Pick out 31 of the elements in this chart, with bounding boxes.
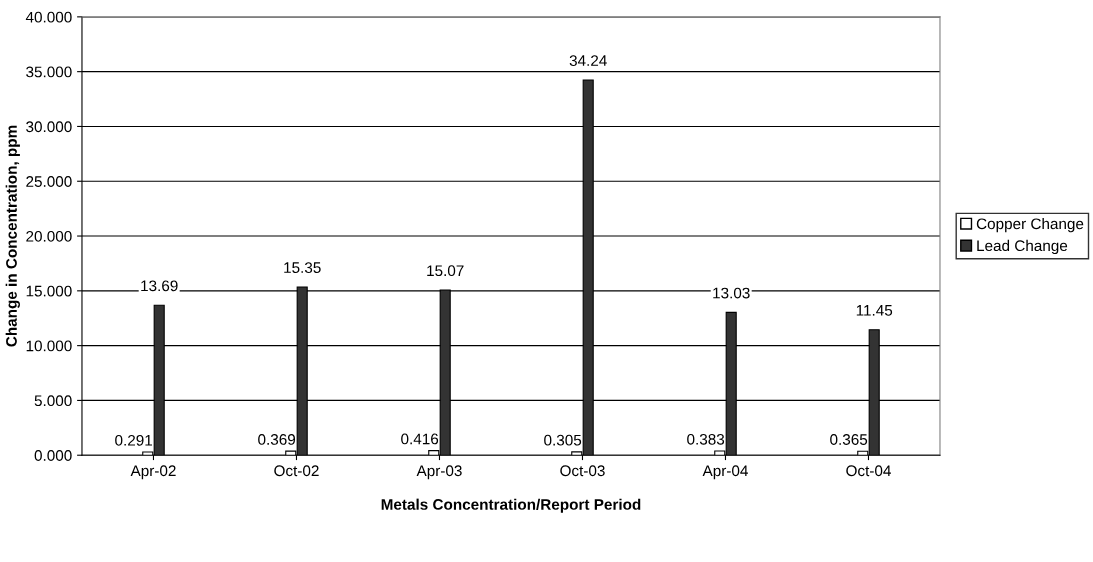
data-label: 15.35 [284, 262, 321, 274]
y-tick-label: 35.000 [26, 66, 72, 78]
x-tick-label: Apr-04 [702, 465, 748, 480]
data-label: 15.07 [427, 265, 464, 277]
x-tick-label: Apr-03 [416, 465, 462, 480]
y-tick-label: 10.000 [26, 340, 72, 352]
y-tick-label: 30.000 [26, 121, 72, 133]
data-label: 0.369 [258, 434, 296, 445]
y-axis-title: Change in Concentration, ppm [5, 125, 20, 347]
legend-label: Lead Change [977, 239, 1068, 255]
y-tick-label: 40.000 [25, 11, 72, 23]
data-label: 13.03 [713, 287, 750, 299]
x-tick-label: Oct-03 [560, 465, 605, 477]
legend-label: Copper Change [976, 217, 1084, 233]
x-axis-title: Metals Concentration/Report Period [381, 498, 641, 513]
data-label: 34.24 [569, 55, 607, 67]
data-label: 13.69 [141, 280, 178, 292]
data-label: 0.383 [687, 433, 725, 445]
data-label: 0.291 [115, 434, 153, 446]
x-tick-label: Oct-04 [846, 465, 891, 477]
data-label: 11.45 [856, 305, 893, 316]
y-tick-label: 15.000 [26, 285, 72, 297]
x-tick-label: Apr-02 [130, 465, 176, 480]
y-tick-label: 25.000 [26, 176, 72, 187]
y-tick-label: 5.000 [34, 395, 72, 407]
y-tick-label: 20.000 [26, 230, 72, 242]
data-label: 0.416 [401, 433, 439, 445]
x-tick-label: Oct-02 [274, 465, 319, 477]
y-tick-label: 0.000 [34, 450, 72, 461]
data-label: 0.305 [544, 434, 582, 446]
data-label: 0.365 [830, 434, 868, 445]
